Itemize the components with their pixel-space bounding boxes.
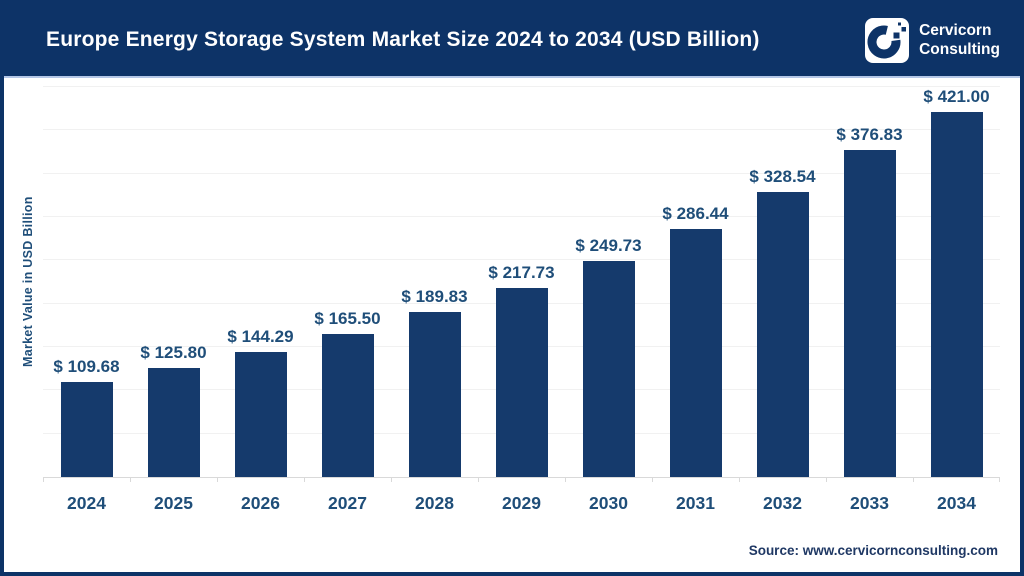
bar-2027 — [321, 333, 374, 477]
x-tick-label-2032: 2032 — [763, 493, 802, 513]
x-tick-label-2028: 2028 — [415, 493, 454, 513]
x-tick-label-2033: 2033 — [850, 493, 889, 513]
value-label-2026: $ 144.29 — [227, 326, 294, 346]
value-label-2028: $ 189.83 — [401, 287, 468, 307]
chart-title: Europe Energy Storage System Market Size… — [46, 28, 760, 51]
x-tick-label-2030: 2030 — [589, 493, 628, 513]
brand-logo: Cervicorn Consulting — [865, 17, 1000, 63]
value-label-2033: $ 376.83 — [836, 125, 903, 145]
x-tick-label-2026: 2026 — [241, 493, 280, 513]
plot-area: $ 109.68 $ 125.80 $ 144.29 $ 165.50 $ 189.83… — [43, 86, 1000, 482]
axis-tick — [652, 477, 653, 482]
value-label-2031: $ 286.44 — [662, 203, 729, 223]
axis-tick — [999, 477, 1000, 482]
x-tick-label-2025: 2025 — [154, 493, 193, 513]
value-label-2029: $ 217.73 — [488, 263, 555, 283]
x-tick-label-2031: 2031 — [676, 493, 715, 513]
axis-tick — [391, 477, 392, 482]
bar-2026 — [234, 351, 287, 477]
value-label-2034: $ 421.00 — [923, 87, 990, 107]
bar-2028 — [408, 312, 461, 477]
cervicorn-logo-icon — [865, 17, 910, 63]
value-label-2032: $ 328.54 — [749, 167, 816, 187]
brand-name: Cervicorn Consulting — [919, 21, 1000, 59]
gridline — [43, 216, 1000, 217]
x-tick-label-2034: 2034 — [937, 493, 976, 513]
bar-2032 — [756, 192, 809, 477]
axis-tick — [478, 477, 479, 482]
gridline — [43, 259, 1000, 261]
value-label-2027: $ 165.50 — [314, 308, 381, 328]
bar-2029 — [495, 288, 548, 477]
gridline — [43, 129, 1000, 131]
brand-name-line2: Consulting — [919, 41, 1000, 58]
source-text: Source: www.cervicornconsulting.com — [748, 543, 998, 558]
brand-name-line1: Cervicorn — [919, 22, 992, 39]
axis-tick — [913, 477, 914, 482]
gridline — [43, 172, 1000, 174]
axis-tick — [217, 477, 218, 482]
bar-2024 — [60, 381, 113, 477]
axis-tick — [130, 477, 131, 482]
header-bar: Europe Energy Storage System Market Size… — [4, 4, 1020, 78]
x-axis-labels: 2024 2025 2026 2027 2028 2029 2030 2031 2032 2033… — [43, 493, 1000, 515]
gridline — [43, 86, 1000, 87]
bar-2031 — [669, 228, 722, 477]
bar-2034 — [930, 112, 983, 477]
bar-2025 — [147, 367, 200, 477]
x-tick-label-2024: 2024 — [67, 493, 106, 513]
axis-tick — [304, 477, 305, 482]
axis-tick — [826, 477, 827, 482]
y-axis-label: Market Value in USD Billion — [21, 196, 35, 368]
x-tick-label-2029: 2029 — [502, 493, 541, 513]
axis-tick — [565, 477, 566, 482]
bar-2030 — [582, 260, 635, 477]
axis-tick — [739, 477, 740, 482]
value-label-2030: $ 249.73 — [575, 235, 642, 255]
value-label-2024: $ 109.68 — [53, 356, 120, 376]
axis-tick — [43, 477, 44, 482]
bar-2033 — [843, 150, 896, 477]
value-label-2025: $ 125.80 — [140, 342, 207, 362]
x-tick-label-2027: 2027 — [328, 493, 367, 513]
